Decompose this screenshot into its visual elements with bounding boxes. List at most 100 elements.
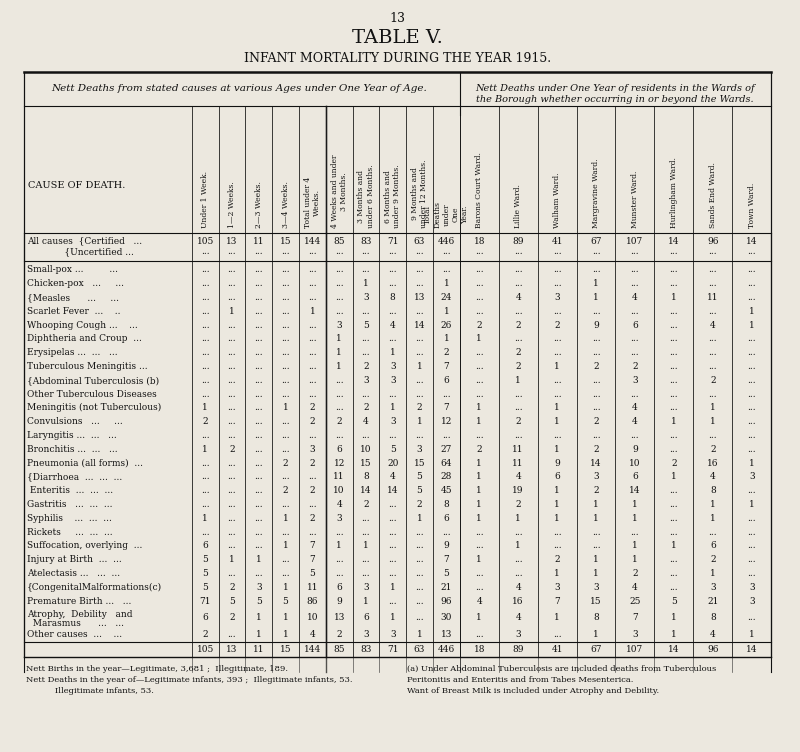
Text: ...: ... [747,293,756,302]
Text: 4 Weeks and under
3 Months.: 4 Weeks and under 3 Months. [330,154,348,228]
Text: 26: 26 [441,320,452,329]
Text: 1: 1 [256,614,262,623]
Text: ...: ... [308,390,317,399]
Text: ...: ... [254,390,263,399]
Text: ...: ... [630,307,639,316]
Text: 1: 1 [336,362,342,371]
Text: ...: ... [308,335,317,344]
Text: ...: ... [308,362,317,371]
Text: 1: 1 [593,555,599,564]
Text: Laryngitis ...  ...   ...: Laryngitis ... ... ... [26,431,116,440]
Text: ...: ... [228,335,236,344]
Text: 2: 2 [515,362,521,371]
Text: 1: 1 [554,500,560,509]
Text: 2: 2 [710,555,716,564]
Text: 1: 1 [554,444,560,453]
Text: ...: ... [254,459,263,468]
Text: ...: ... [670,528,678,537]
Text: ...: ... [201,335,210,344]
Text: 7: 7 [632,614,638,623]
Text: 11: 11 [334,472,345,481]
Text: ...: ... [514,403,522,412]
Text: ...: ... [228,500,236,509]
Text: ...: ... [475,293,483,302]
Text: 2: 2 [594,362,599,371]
Text: ...: ... [553,630,562,639]
Text: 4: 4 [515,293,521,302]
Text: 1: 1 [593,630,599,639]
Text: 1: 1 [476,487,482,496]
Text: ...: ... [362,335,370,344]
Text: ...: ... [201,459,210,468]
Text: ...: ... [201,376,210,385]
Text: 5: 5 [390,444,396,453]
Text: 6: 6 [554,472,560,481]
Text: ...: ... [747,279,756,288]
Text: ...: ... [254,362,263,371]
Text: ...: ... [747,431,756,440]
Text: 14: 14 [668,645,680,654]
Text: 6: 6 [632,320,638,329]
Text: ...: ... [282,528,290,537]
Text: ...: ... [670,500,678,509]
Text: ...: ... [670,279,678,288]
Text: 5: 5 [202,583,208,592]
Text: 4: 4 [710,472,716,481]
Text: Atrophy,  Debility   and: Atrophy, Debility and [26,611,132,620]
Text: ...: ... [228,403,236,412]
Text: 12: 12 [334,459,345,468]
Text: ...: ... [415,247,424,256]
Text: 3 Months and
under 6 Months.: 3 Months and under 6 Months. [358,165,374,228]
Text: ...: ... [670,555,678,564]
Text: Marasmus      ...   ...: Marasmus ... ... [26,620,123,629]
Text: ...: ... [228,630,236,639]
Text: 13: 13 [226,645,238,654]
Text: TABLE V.: TABLE V. [352,29,443,47]
Text: 45: 45 [441,487,452,496]
Text: ...: ... [670,265,678,274]
Text: {Abdominal Tuberculosis (b): {Abdominal Tuberculosis (b) [26,376,158,385]
Text: 1: 1 [476,417,482,426]
Text: 20: 20 [387,459,398,468]
Text: 96: 96 [441,596,452,605]
Text: ...: ... [630,528,639,537]
Text: ...: ... [553,376,562,385]
Text: 3: 3 [390,376,395,385]
Text: 2: 2 [476,320,482,329]
Text: ...: ... [389,500,397,509]
Text: ...: ... [308,320,317,329]
Text: ...: ... [592,265,600,274]
Text: ...: ... [670,514,678,523]
Text: ...: ... [415,279,424,288]
Text: ...: ... [308,293,317,302]
Text: 2: 2 [310,403,315,412]
Text: ...: ... [475,390,483,399]
Text: ...: ... [201,307,210,316]
Text: ...: ... [514,265,522,274]
Text: Premature Birth ...   ...: Premature Birth ... ... [26,596,131,605]
Text: ...: ... [282,431,290,440]
Text: ...: ... [747,335,756,344]
Text: Walham Ward.: Walham Ward. [553,172,561,228]
Text: ...: ... [709,307,717,316]
Text: 9: 9 [336,596,342,605]
Text: 14: 14 [387,487,398,496]
Text: ...: ... [415,431,424,440]
Text: 2—3 Weeks.: 2—3 Weeks. [254,181,262,228]
Text: ...: ... [335,569,343,578]
Text: ...: ... [228,514,236,523]
Text: ...: ... [709,348,717,357]
Text: ...: ... [282,390,290,399]
Text: 7: 7 [443,362,450,371]
Text: ...: ... [362,569,370,578]
Text: ...: ... [747,528,756,537]
Text: ...: ... [709,279,717,288]
Text: Sands End Ward.: Sands End Ward. [709,162,717,228]
Text: ...: ... [670,583,678,592]
Text: 4: 4 [390,320,396,329]
Text: 71: 71 [199,596,211,605]
Text: ...: ... [254,528,263,537]
Text: 89: 89 [512,645,524,654]
Text: 1: 1 [671,417,677,426]
Text: ...: ... [282,500,290,509]
